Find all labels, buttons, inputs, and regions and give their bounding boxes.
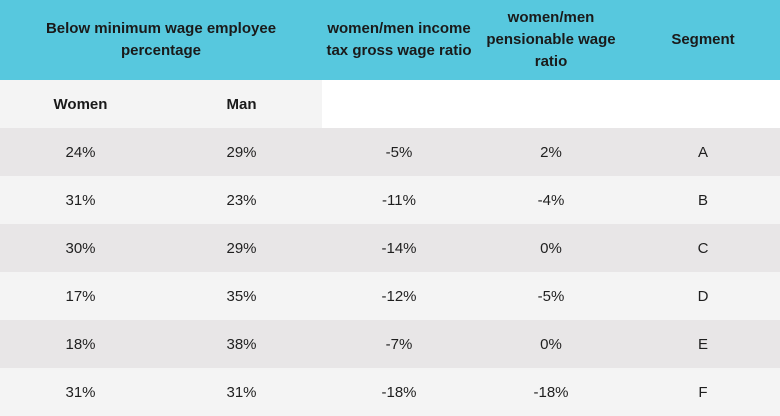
cell-income-tax: -11%: [382, 191, 416, 209]
cell-pensionable: -4%: [537, 191, 565, 209]
header-below-min-wage-label: Below minimum wage employee percentage: [45, 20, 277, 59]
cell-pensionable: 0%: [540, 335, 562, 353]
cell-pensionable: -5%: [537, 287, 565, 305]
header-segment: Segment: [671, 31, 735, 48]
subheader-row: Women Man: [0, 80, 322, 128]
cell-segment: C: [697, 239, 709, 257]
cell-women: 17%: [65, 287, 96, 305]
cell-women: 24%: [65, 143, 96, 161]
cell-income-tax: -7%: [385, 335, 413, 353]
cell-man: 35%: [226, 287, 257, 305]
table-header: Below minimum wage employee percentage w…: [0, 0, 780, 80]
cell-income-tax: -12%: [381, 287, 417, 305]
table-row: 18% 38% -7% 0% E: [0, 320, 780, 368]
header-income-tax-ratio: women/men income tax gross wage ratio: [326, 20, 472, 59]
subheader-man: Man: [226, 95, 257, 113]
cell-segment: E: [697, 335, 708, 353]
cell-man: 31%: [226, 383, 257, 401]
cell-man: 29%: [226, 239, 257, 257]
cell-women: 31%: [65, 383, 96, 401]
header-below-min-wage: Below minimum wage employee percentage: [0, 0, 322, 80]
subheader-women: Women: [53, 95, 108, 113]
cell-man: 29%: [226, 143, 257, 161]
cell-segment: D: [697, 287, 709, 305]
cell-pensionable: 2%: [540, 143, 562, 161]
cell-pensionable: -18%: [533, 383, 569, 401]
header-pensionable-ratio: women/men pensionable wage ratio: [486, 9, 616, 70]
cell-women: 31%: [65, 191, 96, 209]
table-row: 17% 35% -12% -5% D: [0, 272, 780, 320]
cell-income-tax: -18%: [381, 383, 417, 401]
table-row: 31% 31% -18% -18% F: [0, 368, 780, 416]
table-body: 24% 29% -5% 2% A 31% 23% -11% -4% B 30% …: [0, 128, 780, 416]
cell-segment: A: [697, 143, 708, 161]
cell-man: 38%: [226, 335, 257, 353]
table-row: 31% 23% -11% -4% B: [0, 176, 780, 224]
table-row: 24% 29% -5% 2% A: [0, 128, 780, 176]
cell-man: 23%: [226, 191, 257, 209]
cell-income-tax: -5%: [385, 143, 413, 161]
cell-income-tax: -14%: [381, 239, 417, 257]
table-row: 30% 29% -14% 0% C: [0, 224, 780, 272]
cell-segment: F: [698, 383, 708, 401]
cell-segment: B: [697, 191, 708, 209]
cell-women: 30%: [65, 239, 96, 257]
cell-women: 18%: [65, 335, 96, 353]
cell-pensionable: 0%: [540, 239, 562, 257]
